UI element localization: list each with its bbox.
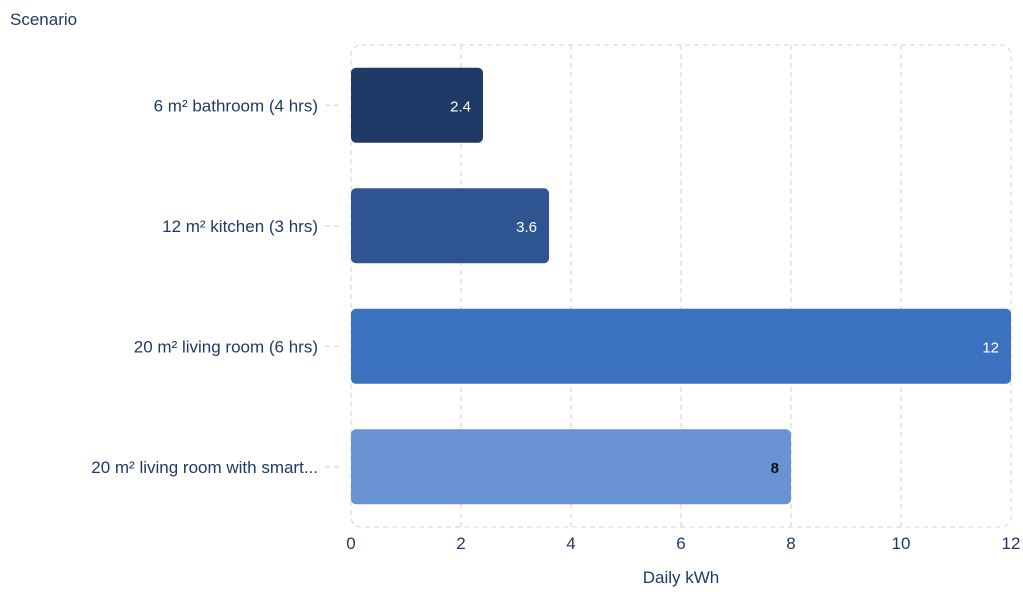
- x-axis-title: Daily kWh: [643, 568, 720, 587]
- x-tick-label: 2: [456, 534, 465, 553]
- bar: [351, 429, 791, 505]
- y-axis-title: Scenario: [10, 10, 77, 29]
- bar: [351, 67, 483, 143]
- x-tick-label: 4: [566, 534, 575, 553]
- axis-layer: Scenario Daily kWh 0 2 4 6 8 10 12: [10, 10, 1020, 587]
- x-tick-label: 12: [1002, 534, 1021, 553]
- y-tick-label: 20 m² living room (6 hrs): [134, 337, 318, 356]
- y-tick-label: 12 m² kitchen (3 hrs): [162, 217, 318, 236]
- bar-value-label: 3.6: [516, 219, 537, 236]
- bar-value-label: 8: [771, 460, 779, 477]
- x-tick-label: 8: [786, 534, 795, 553]
- bar-value-label: 2.4: [450, 98, 471, 115]
- bar: [351, 308, 1011, 384]
- x-tick-label: 10: [892, 534, 911, 553]
- y-tick-label: 6 m² bathroom (4 hrs): [154, 96, 318, 115]
- x-tick-label: 6: [676, 534, 685, 553]
- bar-value-label: 12: [982, 339, 999, 356]
- bar-layer: [351, 67, 1011, 505]
- bar: [351, 188, 549, 264]
- y-tick-label: 20 m² living room with smart...: [91, 458, 318, 477]
- grid-layer: [325, 44, 1012, 528]
- label-layer: 6 m² bathroom (4 hrs) 2.4 12 m² kitchen (3…: [91, 96, 999, 477]
- x-tick-label: 0: [346, 534, 355, 553]
